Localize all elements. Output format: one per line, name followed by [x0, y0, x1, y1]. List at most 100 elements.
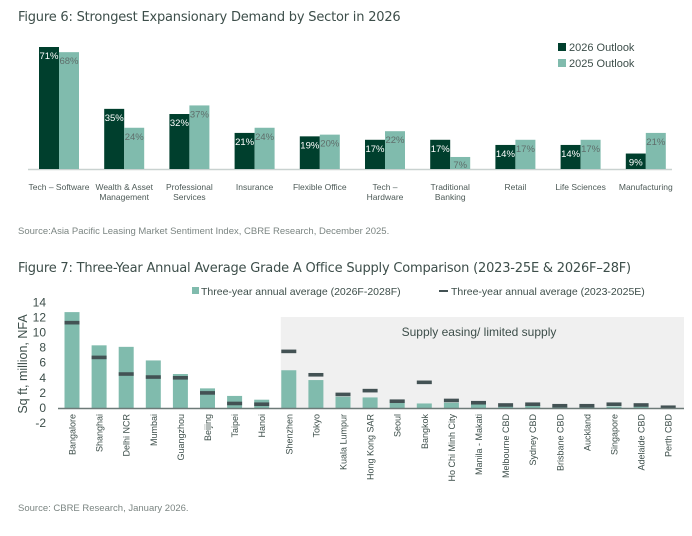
legend-label-dash: Three-year annual average (2023-2025E) — [451, 286, 645, 298]
x-tick-label: Life Sciences — [555, 182, 606, 192]
y-tick-label: 12 — [33, 310, 47, 324]
data-label-2026: 9% — [629, 158, 643, 169]
supply-dash-2023-2025 — [362, 388, 378, 393]
legend-swatch — [558, 43, 566, 51]
data-label-2025: 37% — [190, 109, 210, 120]
x-tick-label: Brisbane CBD — [555, 414, 565, 472]
supply-dash-2023-2025 — [91, 355, 107, 360]
legend-label-bar: Three-year annual average (2026F-2028F) — [201, 286, 401, 298]
supply-bar-2026-2028 — [308, 380, 324, 408]
supply-dash-2023-2025 — [335, 392, 351, 397]
bar-2026 — [234, 132, 255, 169]
x-tick-label: Hardware — [367, 192, 404, 202]
supply-dash-2023-2025 — [498, 403, 514, 407]
supply-dash-2023-2025 — [606, 402, 622, 407]
y-tick-label: 6 — [39, 356, 46, 370]
x-tick-label: Services — [173, 192, 206, 202]
x-tick-label: Shanghai — [95, 414, 105, 452]
x-tick-label: Perth CBD — [664, 414, 674, 458]
bar-2026 — [495, 144, 516, 169]
supply-bar-2026-2028 — [118, 346, 134, 408]
supply-dash-2023-2025 — [200, 391, 215, 395]
supply-dash-2023-2025 — [660, 405, 676, 410]
supply-dash-2023-2025 — [281, 349, 297, 354]
bar-2025 — [124, 127, 145, 169]
supply-bar-2026-2028 — [64, 312, 80, 408]
x-tick-label: Manila - Makati — [474, 414, 484, 475]
bar-2025 — [450, 156, 471, 169]
supply-dash-2023-2025 — [471, 400, 486, 405]
bar-2025 — [319, 134, 340, 169]
data-label-2026: 21% — [235, 137, 255, 148]
supply-dash-2023-2025 — [525, 402, 541, 407]
legend-label: 2025 Outlook — [569, 58, 635, 70]
bar-2026 — [560, 144, 581, 169]
bar-2025 — [645, 132, 666, 169]
y-tick-label: 4 — [39, 371, 46, 385]
bar-2025 — [254, 127, 275, 169]
shaded-region-label: Supply easing/ limited supply — [402, 325, 557, 339]
supply-dash-2023-2025 — [633, 403, 649, 407]
data-label-2025: 17% — [581, 144, 601, 155]
x-tick-label: Bangkok — [420, 414, 430, 450]
data-label-2025: 22% — [385, 135, 405, 146]
bar-2026 — [39, 47, 59, 169]
supply-bar-2026-2028 — [471, 404, 486, 408]
x-tick-label: Ho Chi Minh City — [447, 414, 457, 482]
y-tick-label: 0 — [39, 401, 46, 415]
data-label-2026: 71% — [39, 51, 59, 62]
bar-2025 — [385, 131, 405, 169]
bar-2025 — [515, 139, 536, 169]
y-tick-label: 8 — [39, 341, 46, 355]
x-tick-label: Adelaide CBD — [637, 413, 647, 470]
x-tick-label: Professional — [166, 182, 213, 192]
supply-dash-2023-2025 — [579, 403, 595, 408]
bar-2026 — [104, 108, 125, 169]
supply-bar-2026-2028 — [145, 360, 161, 408]
supply-dash-2023-2025 — [389, 399, 405, 404]
data-label-2025: 7% — [453, 160, 467, 171]
bar-2026 — [169, 114, 190, 169]
bar-2025 — [59, 52, 79, 169]
supply-bar-2026-2028 — [498, 406, 514, 408]
bar-2026 — [625, 153, 646, 169]
supply-dash-2023-2025 — [552, 403, 568, 408]
supply-bar-2026-2028 — [525, 404, 541, 408]
data-label-2026: 32% — [170, 118, 190, 129]
x-tick-label: Guangzhou — [176, 414, 186, 461]
supply-bar-2026-2028 — [362, 397, 378, 408]
bar-2026 — [365, 139, 385, 169]
data-label-2026: 35% — [105, 113, 125, 124]
data-label-2026: 19% — [300, 140, 320, 151]
supply-dash-2023-2025 — [64, 320, 80, 325]
y-tick-label: -2 — [35, 416, 46, 430]
legend-swatch — [558, 59, 566, 67]
x-tick-label: Delhi NCR — [122, 414, 132, 457]
bar-2026 — [299, 136, 320, 169]
data-label-2025: 20% — [320, 139, 340, 150]
legend-swatch-bar — [192, 287, 199, 294]
supply-dash-2023-2025 — [308, 372, 324, 377]
x-tick-label: Banking — [435, 192, 466, 202]
y-tick-label: 2 — [39, 386, 46, 400]
bar-2025 — [580, 139, 601, 169]
x-tick-label: Singapore — [610, 414, 620, 455]
legend-label: 2026 Outlook — [569, 42, 635, 54]
x-tick-label: Tech – Software — [29, 182, 90, 192]
supply-bar-2026-2028 — [633, 406, 649, 408]
y-axis-label: Sq ft, million, NFA — [16, 314, 30, 414]
supply-dash-2023-2025 — [145, 375, 161, 379]
x-tick-label: Taipei — [230, 414, 240, 438]
x-tick-label: Hanoi — [257, 414, 267, 438]
x-tick-label: Beijing — [203, 414, 213, 441]
figure6-source: Source:Asia Pacific Leasing Market Senti… — [18, 226, 390, 237]
data-label-2025: 17% — [516, 144, 536, 155]
data-label-2026: 17% — [365, 144, 385, 155]
x-tick-label: Bangalore — [68, 414, 78, 455]
x-tick-label: Wealth & Asset — [95, 182, 153, 192]
supply-dash-2023-2025 — [416, 380, 432, 385]
supply-dash-2023-2025 — [172, 376, 188, 380]
bar-2026 — [430, 139, 451, 169]
